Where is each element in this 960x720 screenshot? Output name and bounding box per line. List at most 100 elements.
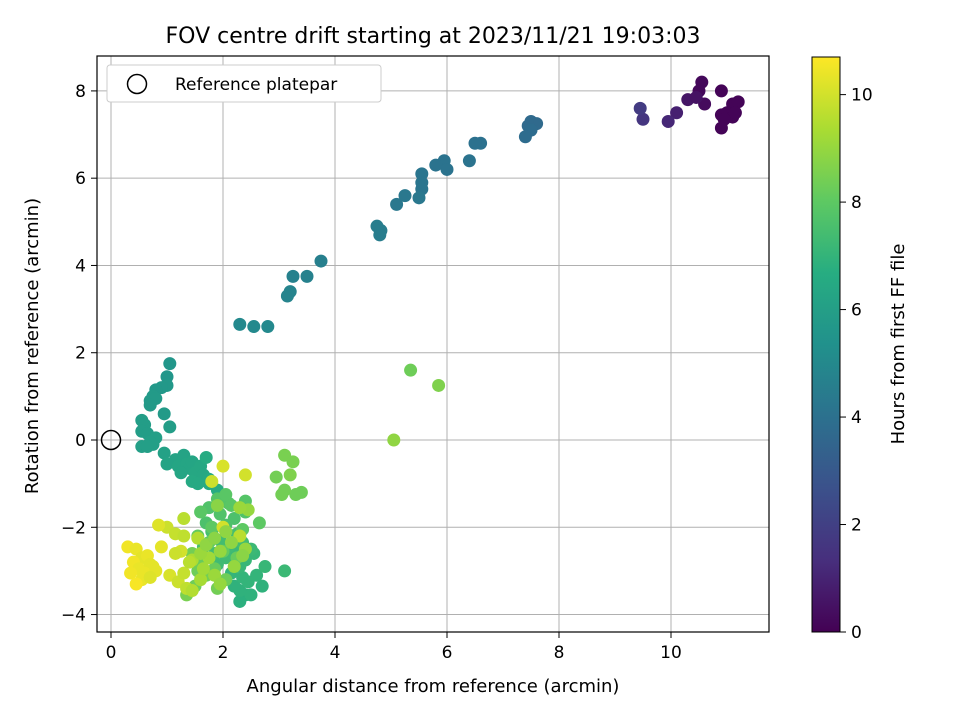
- data-point: [177, 512, 191, 526]
- data-point: [636, 112, 650, 126]
- data-point: [219, 488, 233, 502]
- reference-platepar-marker: [100, 429, 122, 451]
- data-point: [233, 594, 247, 608]
- data-point: [518, 130, 532, 144]
- colorbar-tick-label: 10: [851, 86, 873, 106]
- colorbar-label: Hours from first FF file: [888, 244, 909, 445]
- x-tick-label: 4: [330, 643, 341, 663]
- y-tick-label: −2: [61, 518, 86, 538]
- plot-frame: [96, 55, 770, 633]
- data-point: [261, 320, 275, 334]
- data-point: [286, 269, 300, 283]
- data-point: [728, 106, 742, 120]
- data-point: [244, 588, 258, 602]
- legend-box: [106, 64, 382, 103]
- data-point: [219, 525, 233, 539]
- x-tick-label: 0: [106, 643, 117, 663]
- data-point: [194, 505, 208, 519]
- y-tick-label: 0: [75, 431, 86, 451]
- y-tick-label: 8: [75, 82, 86, 102]
- data-point: [174, 466, 188, 480]
- x-tick-label: 6: [442, 643, 453, 663]
- data-point: [278, 564, 292, 578]
- data-point: [205, 520, 219, 534]
- data-point: [714, 84, 728, 98]
- data-point: [661, 114, 675, 128]
- y-tick-label: 6: [75, 169, 86, 189]
- data-point: [300, 269, 314, 283]
- data-point: [294, 485, 308, 499]
- x-axis-label: Angular distance from reference (arcmin): [247, 676, 620, 697]
- data-point: [412, 191, 426, 205]
- x-tick-label: 2: [218, 643, 229, 663]
- data-point: [314, 254, 328, 268]
- data-point: [152, 518, 166, 532]
- data-point: [124, 566, 138, 580]
- colorbar-tick-label: 0: [851, 623, 862, 643]
- data-point: [404, 363, 418, 377]
- data-point: [432, 378, 446, 392]
- data-point: [255, 579, 269, 593]
- y-tick-label: 4: [75, 256, 86, 276]
- data-point: [714, 121, 728, 135]
- x-tick-label: 10: [660, 643, 682, 663]
- data-point: [731, 95, 745, 109]
- data-point: [280, 289, 294, 303]
- colorbar-tick-label: 4: [851, 408, 862, 428]
- data-point: [185, 584, 199, 598]
- data-point: [213, 544, 227, 558]
- data-point: [224, 536, 238, 550]
- colorbar: [811, 56, 841, 633]
- data-point: [233, 501, 247, 515]
- y-axis-label: Rotation from reference (arcmin): [22, 198, 43, 494]
- data-point: [633, 101, 647, 115]
- data-point: [191, 477, 205, 491]
- colorbar-ticks: 0 2 4 6 8 10: [840, 86, 873, 643]
- data-point: [252, 516, 266, 530]
- data-point: [373, 228, 387, 242]
- data-point: [247, 320, 261, 334]
- data-point: [210, 498, 224, 512]
- colorbar-tick-label: 2: [851, 516, 862, 536]
- data-point: [233, 317, 247, 331]
- data-point: [205, 474, 219, 488]
- data-point: [278, 483, 292, 497]
- y-axis-ticks: −4 −2 0 2 4 6 8: [61, 82, 97, 626]
- data-point: [163, 357, 177, 371]
- data-point: [670, 106, 684, 120]
- data-point: [398, 189, 412, 203]
- data-point: [269, 470, 283, 484]
- data-point: [283, 468, 297, 482]
- chart-title: FOV centre drift starting at 2023/11/21 …: [166, 24, 701, 49]
- data-point: [177, 529, 191, 543]
- reference-marker: [100, 429, 122, 451]
- data-point: [462, 154, 476, 168]
- data-point: [154, 540, 168, 554]
- x-tick-label: 8: [554, 643, 565, 663]
- y-tick-label: 2: [75, 344, 86, 364]
- legend-label-reference: Reference platepar: [175, 75, 337, 95]
- data-point: [236, 549, 250, 563]
- data-point: [140, 440, 154, 454]
- data-point: [196, 562, 210, 576]
- data-point: [440, 162, 454, 176]
- legend-marker-reference: [126, 73, 148, 95]
- data-point: [160, 457, 174, 471]
- data-point: [468, 136, 482, 150]
- data-point: [143, 570, 157, 584]
- data-point: [157, 446, 171, 460]
- data-point: [387, 433, 401, 447]
- data-point: [213, 577, 227, 591]
- data-point: [238, 468, 252, 482]
- data-point: [227, 560, 241, 574]
- data-point: [157, 407, 171, 421]
- data-points: [121, 75, 745, 608]
- colorbar-tick-label: 8: [851, 193, 862, 213]
- y-tick-label: −4: [61, 606, 86, 626]
- data-point: [227, 512, 241, 526]
- data-point: [208, 531, 222, 545]
- data-point: [689, 90, 703, 104]
- x-axis-ticks: 0 2 4 6 8 10: [106, 632, 682, 663]
- data-point: [177, 566, 191, 580]
